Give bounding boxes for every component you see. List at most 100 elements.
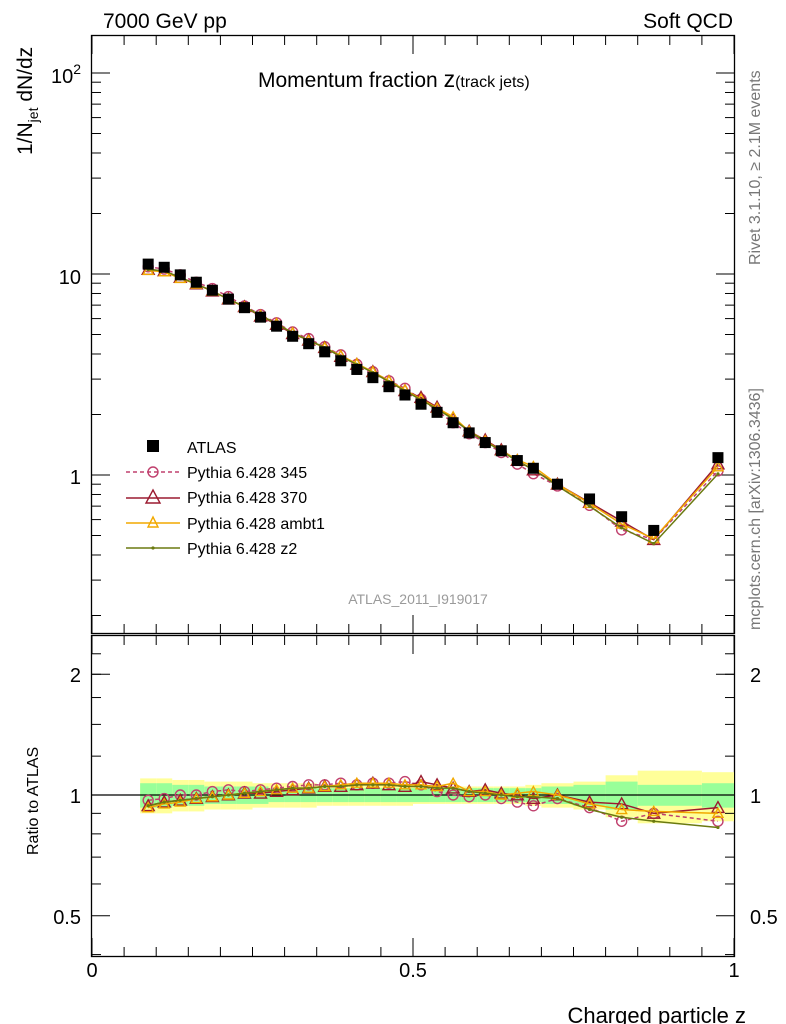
data-point bbox=[527, 462, 539, 474]
ratio-point-3 bbox=[499, 793, 503, 797]
ratio-point-3 bbox=[403, 784, 407, 789]
ratio-point-3 bbox=[226, 793, 231, 797]
x-axis-label: Charged particle z bbox=[567, 1003, 746, 1024]
ratio-point-2 bbox=[430, 780, 444, 792]
chart-title: Momentum fraction z(track jets) bbox=[258, 66, 530, 92]
data-point bbox=[190, 276, 202, 288]
data-point bbox=[335, 355, 347, 367]
x-tick-label-1: 1 bbox=[728, 960, 739, 982]
ratio-point-1 bbox=[582, 794, 597, 808]
ratio-point-3 bbox=[339, 784, 343, 789]
data-point bbox=[511, 455, 523, 467]
ratio-point-3 bbox=[274, 788, 279, 792]
ratio-point-0 bbox=[302, 779, 315, 791]
ratio-point-3 bbox=[716, 825, 720, 830]
legend-label-data: ATLAS bbox=[187, 440, 237, 457]
series-point-3 bbox=[716, 472, 720, 476]
ratio-point-1 bbox=[494, 785, 509, 799]
legend-label-ambt1: Pythia 6.428 ambt1 bbox=[187, 516, 325, 533]
data-point bbox=[495, 445, 507, 457]
ratio-point-0 bbox=[447, 789, 459, 801]
ratio-point-3 bbox=[242, 791, 247, 795]
ratio-point-3 bbox=[194, 796, 198, 801]
header-category: Soft QCD bbox=[643, 10, 733, 33]
ratio-point-3 bbox=[323, 784, 327, 789]
data-point bbox=[222, 293, 234, 305]
legend-marker-ambt1 bbox=[146, 515, 160, 528]
data-point bbox=[287, 330, 299, 342]
y-axis-label: 1/Njet dN/dz bbox=[14, 47, 41, 155]
ratio-point-3 bbox=[178, 798, 182, 802]
data-point bbox=[303, 338, 315, 350]
ratio-y-axis-label: Ratio to ATLAS bbox=[25, 747, 42, 855]
ratio-point-3 bbox=[652, 819, 656, 823]
ratio-series-group bbox=[140, 774, 726, 830]
ratio-tick-label-0.5: 0.5 bbox=[53, 907, 81, 929]
data-point bbox=[319, 346, 331, 358]
ratio-tick-label-2: 2 bbox=[70, 665, 81, 687]
data-point bbox=[255, 311, 267, 323]
legend-label-345: Pythia 6.428 345 bbox=[187, 465, 307, 482]
ratio-point-3 bbox=[451, 786, 455, 790]
ratio-point-3 bbox=[355, 783, 359, 787]
legend-label-370: Pythia 6.428 370 bbox=[187, 490, 307, 507]
ratio-tick-label-0.5-right: 0.5 bbox=[750, 907, 778, 929]
data-point bbox=[584, 493, 596, 505]
data-point bbox=[616, 511, 628, 523]
y-tick-label-1: 1 bbox=[70, 467, 81, 489]
ratio-point-3 bbox=[467, 789, 471, 794]
rivet-label: Rivet 3.1.10, ≥ 2.1M events bbox=[747, 70, 764, 265]
data-point bbox=[351, 363, 363, 375]
series-point-3 bbox=[652, 541, 656, 546]
main-plot-frame bbox=[90, 34, 736, 635]
ratio-point-2 bbox=[479, 785, 492, 797]
data-point bbox=[463, 427, 475, 439]
ratio-point-3 bbox=[307, 786, 311, 790]
ratio-point-2 bbox=[366, 776, 380, 788]
ratio-tick-label-1-right: 1 bbox=[750, 786, 761, 808]
main-series-group bbox=[140, 258, 726, 546]
ratio-point-3 bbox=[435, 786, 439, 790]
data-point bbox=[271, 320, 283, 332]
series-point-3 bbox=[620, 526, 624, 530]
data-point bbox=[447, 417, 459, 429]
ratio-point-3 bbox=[531, 795, 535, 799]
data-point bbox=[174, 269, 186, 281]
ratio-point-3 bbox=[146, 804, 150, 808]
ratio-line-3 bbox=[148, 784, 719, 829]
data-point bbox=[206, 284, 218, 296]
ratio-point-2 bbox=[615, 803, 628, 815]
data-point bbox=[431, 406, 443, 418]
series-point-2 bbox=[711, 460, 725, 472]
data-point bbox=[712, 452, 724, 464]
ratio-tick-label-1: 1 bbox=[70, 786, 81, 808]
ratio-point-2 bbox=[174, 795, 187, 807]
ratio-axis-ticks bbox=[91, 636, 735, 956]
ratio-point-3 bbox=[620, 815, 624, 819]
ratio-point-3 bbox=[587, 807, 592, 812]
ratio-point-3 bbox=[483, 791, 487, 795]
legend-marker-z2 bbox=[151, 546, 155, 550]
ratio-point-0 bbox=[527, 800, 540, 812]
data-point bbox=[399, 389, 411, 401]
data-point bbox=[479, 437, 491, 449]
main-axis-ticks bbox=[91, 36, 735, 633]
ratio-point-2 bbox=[414, 778, 428, 790]
ratio-point-3 bbox=[515, 795, 519, 799]
series-point-3 bbox=[587, 504, 592, 508]
ratio-point-2 bbox=[141, 801, 155, 813]
data-point bbox=[383, 381, 395, 393]
ratio-point-3 bbox=[371, 783, 375, 787]
header-energy: 7000 GeV pp bbox=[103, 10, 227, 33]
ratio-point-2 bbox=[647, 804, 660, 817]
mcplots-label: mcplots.cern.ch [arXiv:1306.3436] bbox=[747, 388, 764, 630]
x-tick-label-0: 0 bbox=[86, 960, 97, 982]
data-point bbox=[648, 524, 660, 536]
ratio-plot-frame bbox=[90, 634, 736, 958]
ratio-point-2 bbox=[350, 776, 364, 788]
data-point bbox=[415, 398, 427, 410]
ratio-point-3 bbox=[210, 795, 214, 799]
ratio-point-1 bbox=[614, 796, 629, 810]
legend-label-z2: Pythia 6.428 z2 bbox=[187, 541, 297, 558]
